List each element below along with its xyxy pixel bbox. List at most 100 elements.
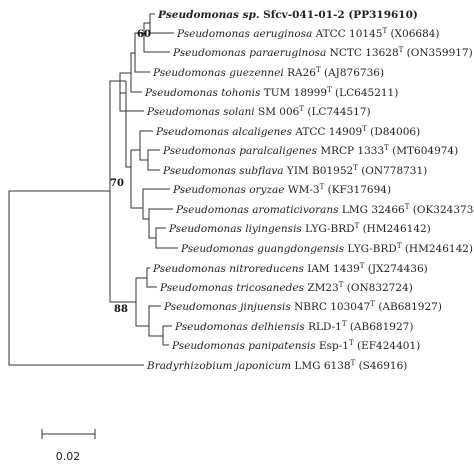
taxon-strain: ATCC 14909 xyxy=(294,126,362,138)
taxon-label: Pseudomonas sp. Sfcv-041-01-2 (PP319610) xyxy=(157,9,418,21)
taxon-accession: (S46916) xyxy=(355,360,407,372)
taxon-strain: NCTC 13628 xyxy=(330,47,399,59)
taxon-strain: LMG 32466 xyxy=(342,204,405,216)
taxon-strain: RA26 xyxy=(287,67,316,79)
taxon-label: Pseudomonas aromaticivorans LMG 32466T (… xyxy=(175,203,474,216)
taxon-accession: (LC744517) xyxy=(304,106,371,118)
taxon-strain: MRCP 1333 xyxy=(320,145,384,157)
tree-branch xyxy=(109,191,136,303)
taxon-species: Pseudomonas paralcaligenes xyxy=(162,145,320,157)
bootstrap-value: 60 xyxy=(137,29,151,40)
taxon-label: Bradyrhizobium japonicum LMG 6138T (S469… xyxy=(146,359,407,372)
bootstrap-value: 88 xyxy=(114,304,128,315)
type-strain-marker: T xyxy=(397,242,402,250)
taxon-label: Pseudomonas subflava YIM B01952T (ON7787… xyxy=(162,164,427,177)
taxon-label: Pseudomonas liyingensis LYG-BRDT (HM2461… xyxy=(168,222,431,235)
tree-branch xyxy=(135,277,147,302)
scale-bar: 0.02 xyxy=(41,429,96,463)
taxon-accession: (ON778731) xyxy=(358,165,427,177)
tree-branch xyxy=(162,336,169,346)
tree-branch xyxy=(162,325,172,336)
taxon-strain: LYG-BRD xyxy=(305,223,354,235)
taxon-species: Pseudomonas oryzae xyxy=(172,184,288,196)
scale-bar-label: 0.02 xyxy=(56,450,81,463)
taxon-strain: NBRC 103047 xyxy=(294,301,370,313)
taxon-strain: TUM 18999 xyxy=(264,87,327,99)
taxon-accession: (KF317694) xyxy=(324,184,391,196)
taxon-strain: YIM B01952 xyxy=(286,165,353,177)
type-strain-marker: T xyxy=(399,46,404,54)
tree-branch xyxy=(143,33,170,53)
tree-branch xyxy=(139,130,153,150)
taxon-species: Pseudomonas liyingensis xyxy=(168,223,305,235)
taxon-species: Pseudomonas solani xyxy=(146,106,258,118)
type-strain-marker: T xyxy=(299,105,304,113)
bootstrap-values: 60 70 88 xyxy=(110,29,151,315)
taxon-label: Pseudomonas tohonis TUM 18999T (LC645211… xyxy=(144,86,398,99)
type-strain-marker: T xyxy=(355,222,360,230)
taxon-label: Pseudomonas paralcaligenes MRCP 1333T (M… xyxy=(162,144,458,157)
taxon-label: Pseudomonas aeruginosa ATCC 10145T (X066… xyxy=(176,27,440,40)
type-strain-marker: T xyxy=(370,300,375,308)
taxon-species: Bradyrhizobium japonicum xyxy=(146,360,294,372)
tree-branch xyxy=(130,149,140,167)
taxon-strain: ATCC 10145 xyxy=(315,28,383,40)
taxon-species: Pseudomonas alcaligenes xyxy=(155,126,295,138)
tree-branch xyxy=(143,22,150,33)
type-strain-marker: T xyxy=(351,359,356,367)
tree-branch xyxy=(109,80,126,191)
taxon-label: Pseudomonas guezennei RA26T (AJ876736) xyxy=(152,66,384,79)
taxon-labels: Pseudomonas sp. Sfcv-041-01-2 (PP319610)… xyxy=(144,9,474,372)
type-strain-marker: T xyxy=(382,27,387,35)
type-strain-marker: T xyxy=(360,262,365,270)
taxon-species: Pseudomonas jinjuensis xyxy=(163,301,294,313)
type-strain-marker: T xyxy=(316,66,321,74)
tree-branch xyxy=(147,160,160,171)
tree-branch xyxy=(146,278,157,288)
taxon-species: Pseudomonas aromaticivorans xyxy=(175,204,342,216)
taxon-strain: LMG 6138 xyxy=(294,360,350,372)
type-strain-marker: T xyxy=(327,86,332,94)
tree-branch xyxy=(148,208,173,219)
taxon-label: Pseudomonas alcaligenes ATCC 14909T (D84… xyxy=(155,125,420,138)
taxon-accession: (EF424401) xyxy=(354,340,421,352)
tree-branch xyxy=(130,73,142,93)
tree-branch xyxy=(134,32,144,53)
taxon-label: Pseudomonas tricosanedes ZM23T (ON832724… xyxy=(159,281,413,294)
tree-branch xyxy=(130,167,143,209)
type-strain-marker: T xyxy=(362,125,367,133)
type-strain-marker: T xyxy=(339,281,344,289)
taxon-accession: (JX274436) xyxy=(364,263,427,275)
tree-branch xyxy=(149,13,155,23)
taxon-accession: (HM246142) xyxy=(359,223,431,235)
tree-branch xyxy=(8,278,144,366)
taxon-species: Pseudomonas aeruginosa xyxy=(176,28,316,40)
taxon-label: Pseudomonas oryzae WM-3T (KF317694) xyxy=(172,183,391,196)
taxon-strain: Esp-1 xyxy=(319,340,349,352)
taxon-accession: (AJ876736) xyxy=(321,67,384,79)
taxon-strain: IAM 1439 xyxy=(307,263,360,275)
tree-branch xyxy=(146,267,150,278)
taxon-accession: (AB681927) xyxy=(347,321,414,333)
taxon-accession: (X06684) xyxy=(387,28,439,40)
taxon-accession: (LC645211) xyxy=(332,87,399,99)
taxon-strain: Sfcv-041-01-2 xyxy=(263,9,345,21)
taxon-species: Pseudomonas guangdongensis xyxy=(180,243,347,255)
type-strain-marker: T xyxy=(405,203,410,211)
tree-branch xyxy=(147,149,160,160)
tree-branch xyxy=(142,188,170,208)
taxon-strain: WM-3 xyxy=(288,184,320,196)
tree-branch xyxy=(119,93,144,112)
taxon-accession: (MT604974) xyxy=(389,145,458,157)
taxon-label: Pseudomonas delhiensis RLD-1T (AB681927) xyxy=(174,320,413,333)
taxon-species: Pseudomonas tohonis xyxy=(144,87,264,99)
taxon-accession: (PP319610) xyxy=(345,9,418,21)
type-strain-marker: T xyxy=(384,144,389,152)
tree-branch xyxy=(134,53,150,73)
type-strain-marker: T xyxy=(320,183,325,191)
taxon-species: Pseudomonas delhiensis xyxy=(174,321,308,333)
taxon-label: Pseudomonas solani SM 006T (LC744517) xyxy=(146,105,371,118)
taxon-accession: (HM246142) xyxy=(402,243,474,255)
tree-branch xyxy=(149,23,174,34)
